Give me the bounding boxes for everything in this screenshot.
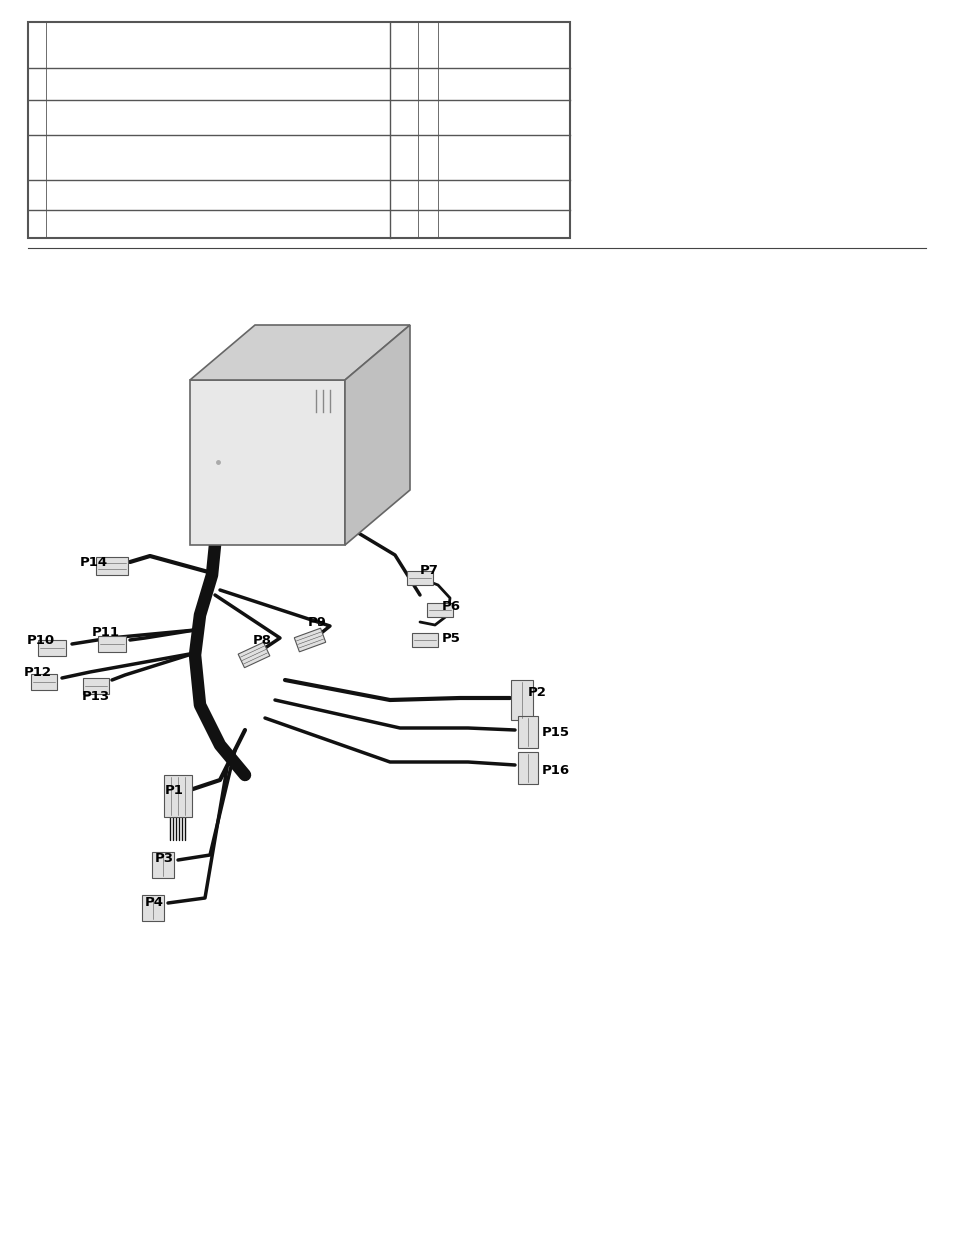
Bar (407, 571, 433, 585)
Text: P8: P8 (253, 634, 272, 646)
Text: P5: P5 (441, 631, 460, 645)
Bar (238, 642, 270, 668)
Bar (152, 852, 173, 878)
Bar (38, 640, 66, 656)
Bar (427, 603, 453, 618)
Text: P7: P7 (419, 563, 438, 577)
Text: P6: P6 (441, 600, 460, 614)
Bar (142, 895, 164, 921)
Bar (294, 629, 325, 652)
Polygon shape (345, 325, 410, 545)
Text: P16: P16 (541, 763, 570, 777)
Text: P10: P10 (27, 635, 55, 647)
Bar (517, 752, 537, 784)
Bar (412, 634, 437, 647)
Text: P14: P14 (80, 556, 108, 568)
Bar (190, 380, 345, 545)
Text: P12: P12 (24, 666, 52, 678)
Text: P9: P9 (308, 615, 327, 629)
Text: P1: P1 (165, 783, 184, 797)
Bar (511, 680, 533, 720)
Bar (83, 678, 109, 694)
Bar (164, 776, 192, 818)
Polygon shape (190, 325, 410, 380)
Bar (517, 716, 537, 748)
Text: P4: P4 (145, 895, 164, 909)
Text: P15: P15 (541, 726, 569, 740)
Bar (28, 22, 569, 238)
Text: P3: P3 (154, 851, 173, 864)
Text: P13: P13 (82, 689, 110, 703)
Bar (98, 636, 126, 652)
Text: P2: P2 (527, 687, 546, 699)
Bar (96, 557, 128, 576)
Bar (30, 674, 57, 690)
Text: P11: P11 (91, 625, 120, 638)
